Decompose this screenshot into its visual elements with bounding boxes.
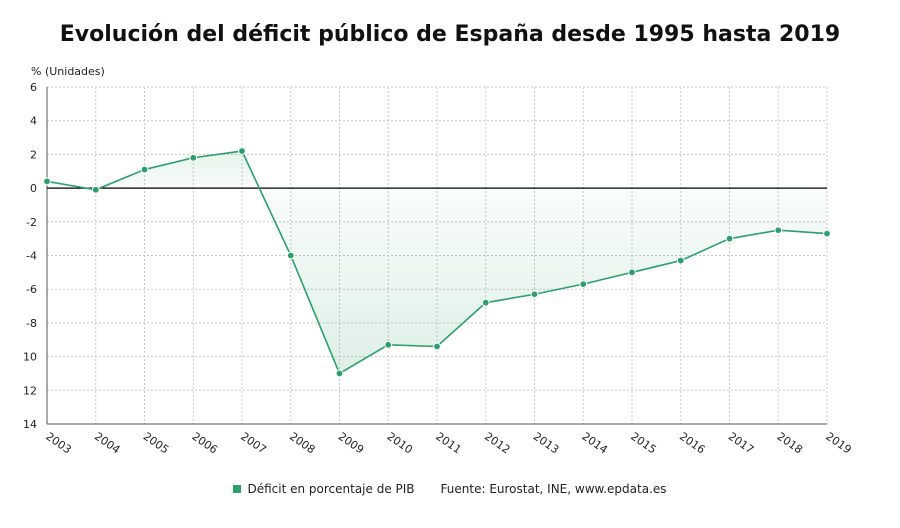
data-point [725, 234, 734, 243]
y-tick-label: 6 [30, 81, 37, 94]
legend-label: Déficit en porcentaje de PIB [247, 482, 415, 496]
x-tick-label: 2012 [482, 430, 512, 457]
data-point [335, 369, 344, 378]
x-tick-label: 2018 [775, 430, 805, 457]
x-tick-label: 2016 [677, 430, 707, 457]
x-tick-label: 2015 [628, 430, 658, 457]
data-point [823, 229, 831, 238]
y-axis-label: % (Unidades) [31, 65, 105, 78]
chart-title: Evolución del déficit público de España … [59, 22, 841, 47]
data-point [140, 165, 149, 174]
y-tick-label: 0 [30, 182, 37, 195]
chart-source: Fuente: Eurostat, INE, www.epdata.es [440, 482, 667, 496]
x-tick-label: 2006 [190, 430, 220, 457]
x-tick-label: 2005 [141, 430, 171, 457]
data-point [579, 280, 588, 289]
data-point [43, 177, 51, 186]
x-tick-label: 2008 [287, 430, 317, 457]
x-tick-label: 2004 [92, 430, 122, 457]
y-tick-label: 2 [30, 148, 37, 161]
area-fill-negative [259, 188, 827, 374]
x-tick-label: 2013 [531, 430, 561, 457]
x-tick-label: 2010 [385, 430, 415, 457]
data-point [530, 290, 539, 299]
y-tick-label: -2 [26, 216, 37, 229]
data-point [384, 340, 393, 349]
legend-swatch [233, 485, 242, 493]
data-point [481, 298, 490, 307]
y-tick-label: 4 [30, 115, 37, 128]
data-point [774, 226, 783, 235]
x-tick-label: 2003 [43, 430, 73, 457]
data-point [238, 147, 246, 155]
data-point [628, 268, 636, 277]
x-tick-label: 2017 [726, 430, 756, 457]
y-tick-label: 14 [23, 418, 37, 431]
y-tick-label: -8 [26, 317, 37, 330]
x-tick-label: 2011 [433, 430, 463, 457]
data-point [676, 256, 685, 265]
y-tick-label: 10 [23, 351, 37, 364]
x-tick-label: 2007 [238, 430, 268, 457]
data-point [91, 185, 100, 194]
y-tick-label: 12 [23, 384, 37, 397]
x-tick-label: 2019 [823, 430, 853, 457]
y-tick-label: -4 [26, 250, 37, 263]
data-point [433, 342, 441, 351]
data-point [286, 251, 295, 260]
x-tick-label: 2009 [336, 430, 366, 457]
x-tick-label: 2014 [580, 430, 610, 457]
legend: Déficit en porcentaje de PIB Fuente: Euro… [0, 482, 900, 496]
area-fill-positive [99, 151, 260, 189]
data-point [189, 153, 198, 162]
y-tick-label: -6 [26, 283, 37, 296]
